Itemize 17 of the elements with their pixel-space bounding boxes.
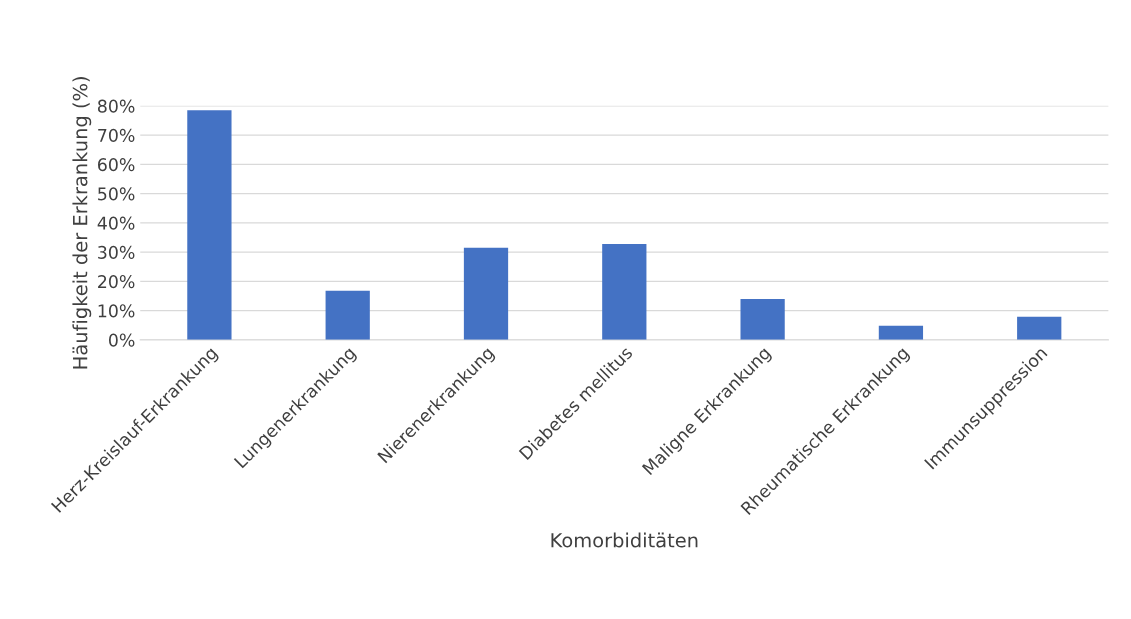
y-tick-label: 70% [98, 128, 135, 142]
bar [878, 325, 924, 340]
y-tick-label: 50% [98, 187, 135, 201]
y-tick-label: 20% [98, 275, 135, 289]
bar [463, 247, 509, 340]
bar [602, 243, 647, 340]
bar [1017, 316, 1062, 340]
y-tick-label: 0% [108, 333, 135, 347]
y-tick-label: 30% [98, 245, 135, 259]
y-tick-label: 80% [97, 99, 135, 113]
bar [325, 290, 370, 340]
y-tick-label: 10% [98, 304, 135, 318]
x-axis-title: Komorbiditäten [551, 532, 698, 548]
bar [187, 110, 232, 340]
bar [740, 298, 785, 340]
y-tick-label: 60% [98, 158, 135, 172]
y-tick-label: 40% [97, 216, 135, 230]
